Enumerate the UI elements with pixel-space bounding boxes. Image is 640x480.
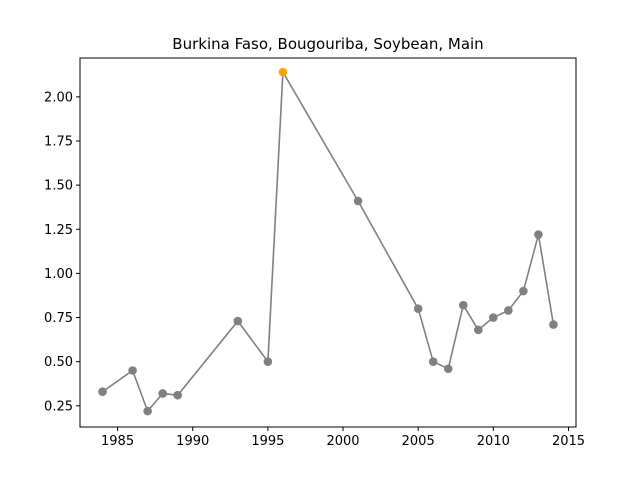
data-point <box>474 325 483 335</box>
x-tick-label: 1985 <box>101 434 134 449</box>
data-point <box>443 364 453 374</box>
data-point <box>534 230 543 239</box>
x-tick-label: 1995 <box>251 434 284 449</box>
x-tick-label: 1990 <box>176 434 209 449</box>
x-tick-label: 2005 <box>402 434 435 449</box>
data-point <box>173 390 182 400</box>
data-point <box>98 387 107 396</box>
x-tick-label: 2010 <box>477 434 510 449</box>
y-tick-label: 2.00 <box>44 90 73 105</box>
data-point <box>158 389 167 398</box>
data-point <box>519 286 528 296</box>
chart-title: Burkina Faso, Bougouriba, Soybean, Main <box>172 35 483 53</box>
y-tick-label: 0.25 <box>44 399 73 414</box>
highlighted-data-point <box>278 67 288 77</box>
axes: 1985 1990 1995 2000 2005 2010 2015 0.25 0.50 0.75… <box>44 90 585 449</box>
x-tick-label: 2015 <box>552 434 585 449</box>
data-point <box>413 304 423 314</box>
data-point <box>353 196 363 206</box>
y-tick-label: 1.00 <box>44 267 73 282</box>
data-point <box>233 316 243 326</box>
y-tick-label: 1.25 <box>44 223 73 238</box>
data-point <box>549 320 558 329</box>
data-point <box>458 300 468 310</box>
data-point <box>489 313 498 322</box>
data-point <box>263 357 273 366</box>
y-tick-label: 1.50 <box>44 179 73 194</box>
x-tick-label: 2000 <box>326 434 359 449</box>
y-tick-label: 0.75 <box>44 311 73 326</box>
data-point <box>428 357 438 366</box>
y-tick-label: 1.75 <box>44 134 73 149</box>
data-point <box>504 306 513 315</box>
axes-frame <box>79 57 577 428</box>
data-point <box>143 406 152 416</box>
data-point <box>128 366 137 375</box>
plot-area <box>98 67 558 416</box>
y-tick-label: 0.50 <box>44 355 73 370</box>
